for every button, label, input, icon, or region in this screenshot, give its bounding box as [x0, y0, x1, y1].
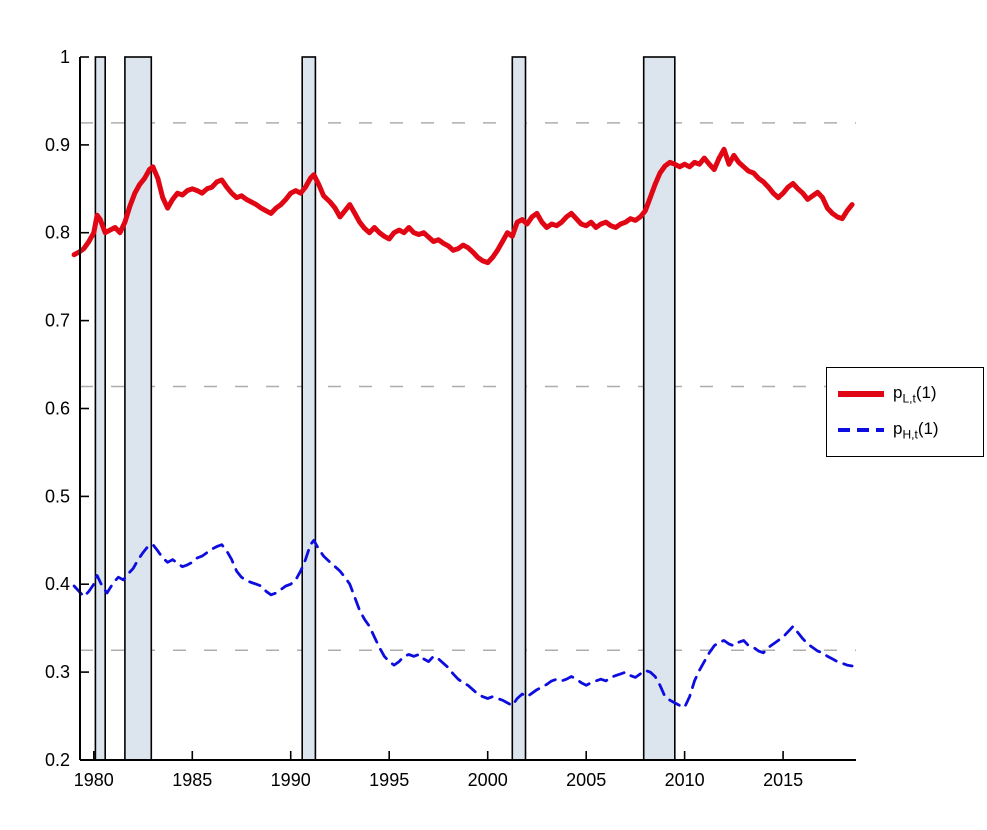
legend-label-pH: pH,t(1): [893, 419, 939, 442]
x-tick-label: 2015: [763, 770, 803, 790]
recession-band: [642, 56, 676, 761]
legend-entry-pL: pL,t(1): [838, 384, 983, 404]
y-tick-label: 0.7: [45, 311, 70, 331]
legend-box: pL,t(1) pH,t(1): [826, 367, 984, 457]
series-line-1: [72, 538, 854, 709]
y-tick-label: 0.3: [45, 662, 70, 682]
x-tick-label: 1985: [172, 770, 212, 790]
legend-label-pL: pL,t(1): [893, 382, 937, 405]
y-tick-label: 0.5: [45, 486, 70, 506]
y-tick-label: 0.8: [45, 223, 70, 243]
recession-band: [511, 56, 527, 761]
series-line-0: [71, 146, 855, 266]
y-tick-label: 0.9: [45, 135, 70, 155]
recession-band: [301, 56, 317, 761]
y-tick-label: 0.4: [45, 574, 70, 594]
x-tick-label: 2005: [566, 770, 606, 790]
y-tick-label: 0.2: [45, 750, 70, 770]
recession-band: [124, 56, 153, 761]
legend-entry-pH: pH,t(1): [838, 420, 983, 440]
recession-band: [94, 56, 107, 761]
x-tick-label: 1995: [369, 770, 409, 790]
x-tick-label: 2010: [665, 770, 705, 790]
x-tick-label: 1980: [74, 770, 114, 790]
x-tick-label: 1990: [271, 770, 311, 790]
blue-dashed-line-sample: [838, 428, 884, 433]
y-tick-label: 0.6: [45, 399, 70, 419]
y-tick-label: 1: [60, 47, 70, 67]
x-tick-label: 2000: [468, 770, 508, 790]
red-solid-line-sample: [838, 390, 884, 397]
